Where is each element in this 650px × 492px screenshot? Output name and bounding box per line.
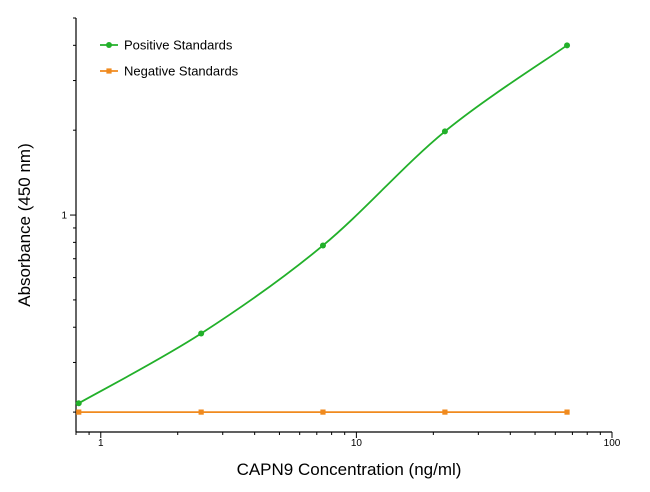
series-positive-standards [75,42,571,407]
data-point-positive-standards [198,330,205,337]
y-ticks: 1 [61,17,76,413]
legend-label: Negative Standards [124,64,239,79]
legend: Positive Standards Negative Standards [100,38,239,79]
data-point-negative-standards [198,409,204,415]
x-axis-title: CAPN9 Concentration (ng/ml) [237,460,462,479]
y-axis-title: Absorbance (450 nm) [15,143,34,306]
data-point-negative-standards [564,409,570,415]
data-point-positive-standards [319,242,326,249]
data-point-negative-standards [76,409,82,415]
data-point-positive-standards [564,42,571,49]
legend-label: Positive Standards [124,38,233,53]
axes [75,18,612,433]
x-tick-label: 1 [98,438,104,449]
y-tick-label: 1 [61,211,67,222]
legend-swatch-marker [106,68,112,74]
legend-item-negative-standards: Negative Standards [100,64,239,79]
legend-item-positive-standards: Positive Standards [100,38,233,53]
data-point-positive-standards [75,400,82,407]
x-tick-label: 100 [604,438,621,449]
series-line-positive-standards [78,44,568,405]
data-point-negative-standards [320,409,326,415]
legend-swatch-marker [106,42,112,48]
series-layer [75,42,571,415]
data-point-positive-standards [441,128,448,135]
x-ticks: 1 10 100 [75,432,621,449]
data-point-negative-standards [442,409,448,415]
series-negative-standards [76,409,570,415]
x-tick-label: 10 [351,438,363,449]
